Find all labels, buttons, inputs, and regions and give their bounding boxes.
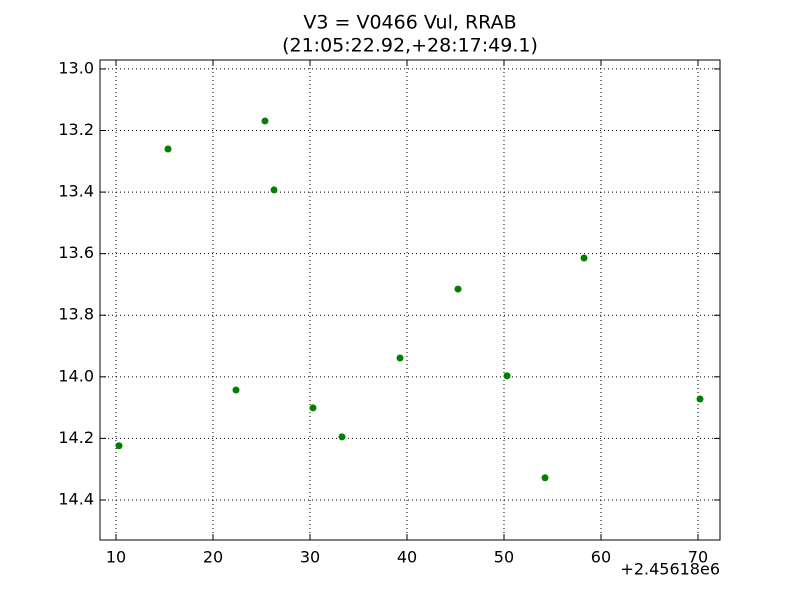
point bbox=[270, 186, 278, 194]
y-tick-label: 13.0 bbox=[58, 58, 94, 77]
x-tick-label: 50 bbox=[494, 548, 514, 567]
point bbox=[580, 254, 588, 262]
y-tick-label: 13.2 bbox=[58, 120, 94, 139]
x-tick-label: 30 bbox=[300, 548, 320, 567]
x-tick-label: 70 bbox=[688, 548, 708, 567]
y-tick-label: 13.4 bbox=[58, 182, 94, 201]
point bbox=[454, 285, 462, 293]
x-tick-label: 10 bbox=[106, 548, 126, 567]
point bbox=[115, 442, 123, 450]
point bbox=[338, 433, 346, 441]
x-offset-label: +2.45618e6 bbox=[620, 560, 720, 579]
y-tick-label: 14.2 bbox=[58, 428, 94, 447]
chart-title: V3 = V0466 Vul, RRAB bbox=[303, 12, 516, 34]
point bbox=[696, 395, 704, 403]
point bbox=[541, 474, 549, 482]
point bbox=[164, 145, 172, 153]
point bbox=[232, 386, 240, 394]
y-tick-label: 13.6 bbox=[58, 243, 94, 262]
point bbox=[503, 372, 511, 380]
x-tick-label: 20 bbox=[203, 548, 223, 567]
x-tick-label: 40 bbox=[397, 548, 417, 567]
y-tick-label: 13.8 bbox=[58, 305, 94, 324]
point bbox=[309, 404, 317, 412]
point bbox=[396, 354, 404, 362]
plot-frame bbox=[99, 59, 721, 541]
y-tick-label: 14.4 bbox=[58, 489, 94, 508]
y-tick-label: 14.0 bbox=[58, 366, 94, 385]
chart-subtitle: (21:05:22.92,+28:17:49.1) bbox=[282, 35, 538, 57]
point bbox=[261, 117, 269, 125]
x-tick-label: 60 bbox=[591, 548, 611, 567]
